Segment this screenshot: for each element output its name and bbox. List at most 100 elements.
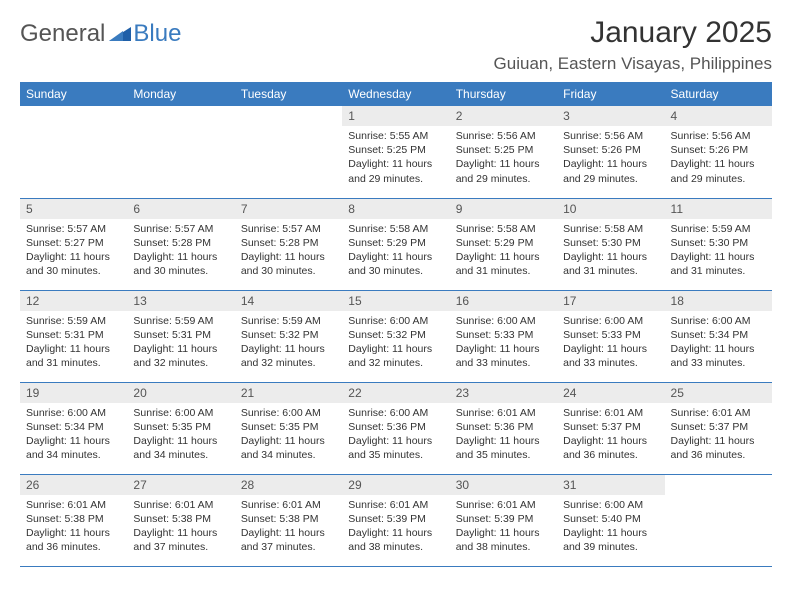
day-number: 29 [342, 475, 449, 495]
sunset-text: Sunset: 5:37 PM [671, 420, 766, 434]
calendar-cell: 30Sunrise: 6:01 AMSunset: 5:39 PMDayligh… [450, 474, 557, 566]
calendar-cell: 7Sunrise: 5:57 AMSunset: 5:28 PMDaylight… [235, 198, 342, 290]
day-number: 9 [450, 199, 557, 219]
day-details: Sunrise: 6:01 AMSunset: 5:37 PMDaylight:… [557, 403, 664, 469]
sunset-text: Sunset: 5:31 PM [26, 328, 121, 342]
day-number: 11 [665, 199, 772, 219]
sunrise-text: Sunrise: 5:56 AM [456, 129, 551, 143]
sunrise-text: Sunrise: 5:57 AM [241, 222, 336, 236]
calendar-week-row: 26Sunrise: 6:01 AMSunset: 5:38 PMDayligh… [20, 474, 772, 566]
col-header: Sunday [20, 82, 127, 106]
day-number: 8 [342, 199, 449, 219]
day-number: 13 [127, 291, 234, 311]
sunset-text: Sunset: 5:28 PM [133, 236, 228, 250]
calendar-cell: 9Sunrise: 5:58 AMSunset: 5:29 PMDaylight… [450, 198, 557, 290]
sunset-text: Sunset: 5:26 PM [563, 143, 658, 157]
sunset-text: Sunset: 5:40 PM [563, 512, 658, 526]
day-details: Sunrise: 5:57 AMSunset: 5:28 PMDaylight:… [127, 219, 234, 285]
sunrise-text: Sunrise: 5:59 AM [671, 222, 766, 236]
daylight-text: Daylight: 11 hours and 37 minutes. [241, 526, 336, 554]
location-subtitle: Guiuan, Eastern Visayas, Philippines [494, 54, 772, 74]
sunrise-text: Sunrise: 6:01 AM [456, 498, 551, 512]
sunset-text: Sunset: 5:39 PM [348, 512, 443, 526]
day-details: Sunrise: 5:58 AMSunset: 5:29 PMDaylight:… [342, 219, 449, 285]
sunset-text: Sunset: 5:25 PM [348, 143, 443, 157]
calendar-cell: 11Sunrise: 5:59 AMSunset: 5:30 PMDayligh… [665, 198, 772, 290]
sunset-text: Sunset: 5:29 PM [456, 236, 551, 250]
sunset-text: Sunset: 5:36 PM [456, 420, 551, 434]
daylight-text: Daylight: 11 hours and 36 minutes. [671, 434, 766, 462]
day-number: 15 [342, 291, 449, 311]
day-number [20, 106, 127, 112]
sunset-text: Sunset: 5:31 PM [133, 328, 228, 342]
day-number: 23 [450, 383, 557, 403]
sunrise-text: Sunrise: 6:01 AM [671, 406, 766, 420]
calendar-cell [665, 474, 772, 566]
day-details: Sunrise: 5:57 AMSunset: 5:28 PMDaylight:… [235, 219, 342, 285]
sunrise-text: Sunrise: 6:01 AM [133, 498, 228, 512]
sunrise-text: Sunrise: 6:01 AM [26, 498, 121, 512]
col-header: Thursday [450, 82, 557, 106]
day-number: 20 [127, 383, 234, 403]
sunset-text: Sunset: 5:25 PM [456, 143, 551, 157]
calendar-cell: 6Sunrise: 5:57 AMSunset: 5:28 PMDaylight… [127, 198, 234, 290]
daylight-text: Daylight: 11 hours and 36 minutes. [26, 526, 121, 554]
day-details: Sunrise: 6:00 AMSunset: 5:34 PMDaylight:… [20, 403, 127, 469]
day-details: Sunrise: 6:00 AMSunset: 5:32 PMDaylight:… [342, 311, 449, 377]
sunrise-text: Sunrise: 6:00 AM [563, 314, 658, 328]
day-number: 5 [20, 199, 127, 219]
day-number: 16 [450, 291, 557, 311]
day-details: Sunrise: 6:00 AMSunset: 5:35 PMDaylight:… [127, 403, 234, 469]
daylight-text: Daylight: 11 hours and 31 minutes. [563, 250, 658, 278]
sunset-text: Sunset: 5:26 PM [671, 143, 766, 157]
calendar-cell: 4Sunrise: 5:56 AMSunset: 5:26 PMDaylight… [665, 106, 772, 198]
daylight-text: Daylight: 11 hours and 31 minutes. [456, 250, 551, 278]
daylight-text: Daylight: 11 hours and 30 minutes. [241, 250, 336, 278]
day-number [127, 106, 234, 112]
day-details: Sunrise: 6:01 AMSunset: 5:38 PMDaylight:… [127, 495, 234, 561]
day-details: Sunrise: 6:01 AMSunset: 5:39 PMDaylight:… [450, 495, 557, 561]
calendar-cell: 23Sunrise: 6:01 AMSunset: 5:36 PMDayligh… [450, 382, 557, 474]
day-details: Sunrise: 6:01 AMSunset: 5:37 PMDaylight:… [665, 403, 772, 469]
day-details: Sunrise: 5:58 AMSunset: 5:30 PMDaylight:… [557, 219, 664, 285]
sunset-text: Sunset: 5:32 PM [348, 328, 443, 342]
day-details: Sunrise: 6:01 AMSunset: 5:38 PMDaylight:… [235, 495, 342, 561]
sunrise-text: Sunrise: 5:59 AM [241, 314, 336, 328]
daylight-text: Daylight: 11 hours and 35 minutes. [348, 434, 443, 462]
sunset-text: Sunset: 5:34 PM [26, 420, 121, 434]
day-number: 4 [665, 106, 772, 126]
day-details: Sunrise: 5:56 AMSunset: 5:26 PMDaylight:… [557, 126, 664, 192]
daylight-text: Daylight: 11 hours and 31 minutes. [671, 250, 766, 278]
calendar-cell: 29Sunrise: 6:01 AMSunset: 5:39 PMDayligh… [342, 474, 449, 566]
sunrise-text: Sunrise: 6:00 AM [563, 498, 658, 512]
daylight-text: Daylight: 11 hours and 32 minutes. [348, 342, 443, 370]
sunrise-text: Sunrise: 5:56 AM [671, 129, 766, 143]
sunrise-text: Sunrise: 6:01 AM [241, 498, 336, 512]
day-number: 24 [557, 383, 664, 403]
sunrise-text: Sunrise: 6:01 AM [456, 406, 551, 420]
sunrise-text: Sunrise: 5:59 AM [26, 314, 121, 328]
calendar-body: 1Sunrise: 5:55 AMSunset: 5:25 PMDaylight… [20, 106, 772, 566]
calendar-cell: 1Sunrise: 5:55 AMSunset: 5:25 PMDaylight… [342, 106, 449, 198]
day-number: 12 [20, 291, 127, 311]
daylight-text: Daylight: 11 hours and 34 minutes. [26, 434, 121, 462]
daylight-text: Daylight: 11 hours and 29 minutes. [563, 157, 658, 185]
brand-text-2: Blue [133, 20, 181, 48]
title-block: January 2025 Guiuan, Eastern Visayas, Ph… [494, 16, 772, 74]
day-number: 26 [20, 475, 127, 495]
sunrise-text: Sunrise: 6:00 AM [241, 406, 336, 420]
calendar-cell: 17Sunrise: 6:00 AMSunset: 5:33 PMDayligh… [557, 290, 664, 382]
calendar-cell: 8Sunrise: 5:58 AMSunset: 5:29 PMDaylight… [342, 198, 449, 290]
sunset-text: Sunset: 5:29 PM [348, 236, 443, 250]
daylight-text: Daylight: 11 hours and 31 minutes. [26, 342, 121, 370]
calendar-cell: 31Sunrise: 6:00 AMSunset: 5:40 PMDayligh… [557, 474, 664, 566]
sunset-text: Sunset: 5:38 PM [133, 512, 228, 526]
sunset-text: Sunset: 5:39 PM [456, 512, 551, 526]
sunrise-text: Sunrise: 6:00 AM [133, 406, 228, 420]
day-details: Sunrise: 6:00 AMSunset: 5:40 PMDaylight:… [557, 495, 664, 561]
daylight-text: Daylight: 11 hours and 29 minutes. [456, 157, 551, 185]
calendar-cell [127, 106, 234, 198]
daylight-text: Daylight: 11 hours and 30 minutes. [133, 250, 228, 278]
calendar-table: Sunday Monday Tuesday Wednesday Thursday… [20, 82, 772, 567]
sunrise-text: Sunrise: 6:00 AM [348, 406, 443, 420]
